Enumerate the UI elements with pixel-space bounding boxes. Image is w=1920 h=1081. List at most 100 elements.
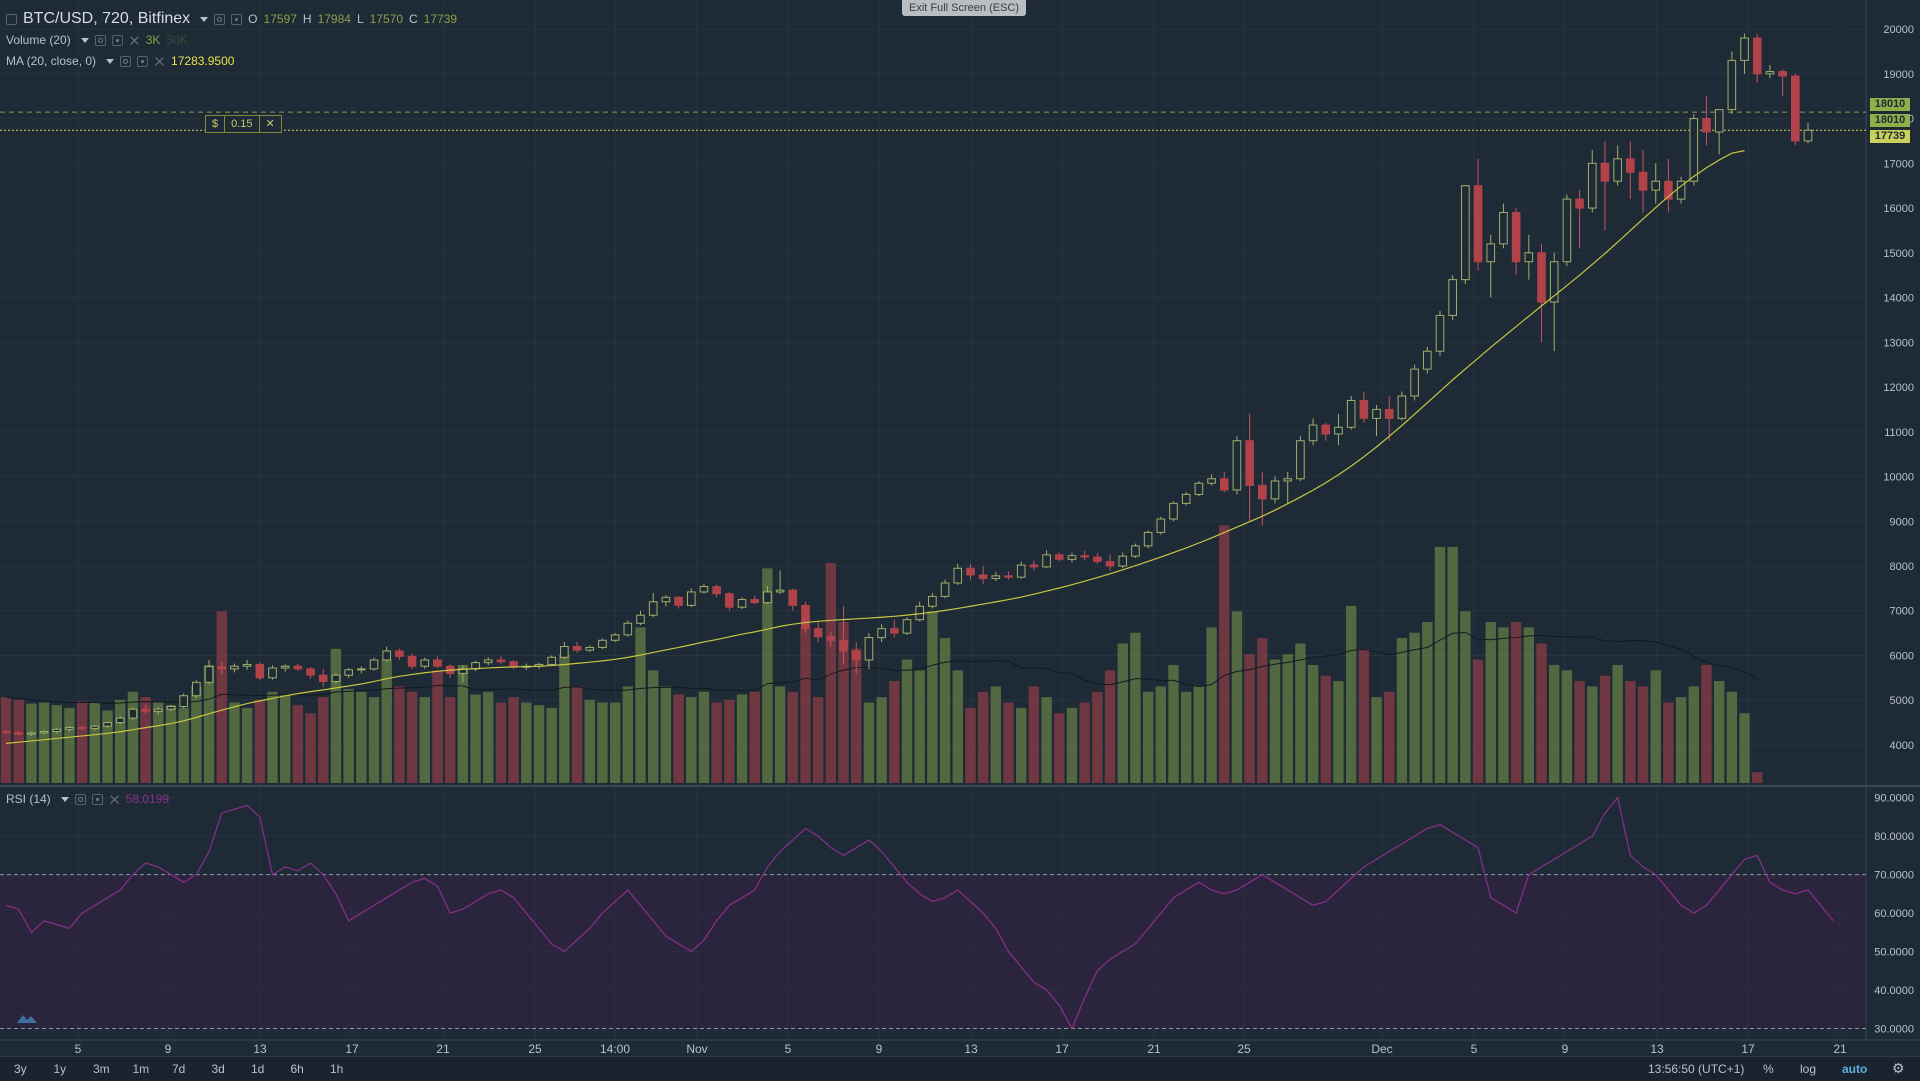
timeframe-3y[interactable]: 3y xyxy=(14,1062,27,1076)
time-tick-label: 21 xyxy=(436,1042,450,1056)
price-tick-label: 15000 xyxy=(1883,248,1914,260)
close-icon[interactable] xyxy=(109,794,120,805)
volume-bar xyxy=(1117,643,1128,783)
chevron-down-icon[interactable] xyxy=(106,58,115,64)
auto-toggle[interactable]: auto xyxy=(1842,1062,1868,1076)
volume-ma-value: 30K xyxy=(166,33,188,47)
chevron-down-icon[interactable] xyxy=(80,37,89,43)
ma-title[interactable]: MA (20, close, 0) xyxy=(6,54,97,68)
volume-title[interactable]: Volume (20) xyxy=(6,33,71,47)
candle-body xyxy=(1080,555,1089,558)
candle-body xyxy=(1296,440,1305,480)
volume-legend[interactable]: Volume (20) 3K 30K xyxy=(6,33,188,47)
gear-icon[interactable]: ⚙ xyxy=(1892,1060,1905,1076)
gear-icon[interactable] xyxy=(111,34,123,46)
volume-bar xyxy=(1003,702,1014,783)
volume-bar xyxy=(483,691,494,783)
volume-bar xyxy=(1625,681,1636,783)
collapse-icon[interactable] xyxy=(6,13,17,25)
timeframe-3m[interactable]: 3m xyxy=(93,1062,110,1076)
exit-fullscreen-button[interactable]: Exit Full Screen (ESC) xyxy=(902,0,1026,16)
volume-bar xyxy=(787,691,798,783)
eye-icon[interactable] xyxy=(120,55,132,67)
candle-body xyxy=(1714,109,1724,133)
ma-legend[interactable]: MA (20, close, 0) 17283.9500 xyxy=(6,54,234,68)
volume-bar xyxy=(521,702,532,783)
price-tick-label: 5000 xyxy=(1890,695,1914,707)
volume-bar xyxy=(1523,627,1535,783)
chevron-down-icon[interactable] xyxy=(200,16,209,22)
candle-body xyxy=(1499,212,1508,245)
rsi-title[interactable]: RSI (14) xyxy=(6,792,51,806)
volume-bar xyxy=(736,694,748,783)
candle-body xyxy=(1181,493,1191,504)
timeframe-1h[interactable]: 1h xyxy=(330,1062,344,1076)
volume-bar xyxy=(153,702,164,783)
volume-bar xyxy=(1193,686,1205,783)
close-icon[interactable] xyxy=(129,35,140,46)
volume-bar xyxy=(647,670,659,783)
volume-bar xyxy=(812,697,824,783)
price-tick-label: 11000 xyxy=(1884,427,1914,439)
order-qty[interactable]: 0.15 xyxy=(225,116,260,132)
volume-bar xyxy=(876,697,887,783)
volume-bar xyxy=(1104,670,1116,783)
eye-icon[interactable] xyxy=(214,13,226,25)
volume-bar xyxy=(457,664,469,783)
log-toggle[interactable]: log xyxy=(1800,1062,1817,1076)
volume-bar xyxy=(533,705,545,783)
volume-bar xyxy=(229,702,240,783)
gear-icon[interactable] xyxy=(91,793,103,805)
volume-bar xyxy=(318,697,329,783)
volume-bar xyxy=(1257,638,1268,783)
timeframe-7d[interactable]: 7d xyxy=(172,1062,186,1076)
symbol-legend[interactable]: BTC/USD, 720, Bitfinex O 17597 H 17984 L 17… xyxy=(6,10,457,28)
volume-bar xyxy=(178,707,189,783)
chevron-down-icon[interactable] xyxy=(60,796,69,802)
candle-body xyxy=(648,601,658,616)
volume-bar xyxy=(749,691,760,783)
timeframe-6h[interactable]: 6h xyxy=(290,1062,304,1076)
timeframe-3d[interactable]: 3d xyxy=(211,1062,225,1076)
timeframe-1m[interactable]: 1m xyxy=(132,1062,150,1076)
volume-bar xyxy=(38,702,50,783)
close-icon[interactable] xyxy=(154,56,165,67)
order-line-box[interactable]: $ 0.15 ✕ xyxy=(205,115,282,133)
percent-toggle[interactable]: % xyxy=(1763,1062,1774,1076)
volume-bar xyxy=(419,697,430,783)
eye-icon[interactable] xyxy=(94,34,106,46)
rsi-legend[interactable]: RSI (14) 58.0199 xyxy=(6,792,169,806)
order-close-button[interactable]: ✕ xyxy=(265,118,275,130)
candle-body xyxy=(839,639,848,652)
time-tick-label: 17 xyxy=(1741,1042,1755,1056)
symbol-title[interactable]: BTC/USD, 720, Bitfinex xyxy=(23,10,191,27)
volume-bar xyxy=(686,697,697,783)
price-tick-label: 13000 xyxy=(1883,337,1914,349)
volume-bar xyxy=(1345,605,1357,783)
price-tick-label: 17000 xyxy=(1883,158,1914,170)
volume-bar xyxy=(267,691,278,783)
time-tick-label: 9 xyxy=(1562,1042,1569,1056)
timeframe-1y[interactable]: 1y xyxy=(53,1062,67,1076)
volume-bar xyxy=(330,648,342,783)
volume-bar xyxy=(1231,611,1243,783)
volume-bar xyxy=(343,689,354,783)
volume-bar xyxy=(305,713,316,783)
volume-bar xyxy=(1663,702,1674,783)
candle-body xyxy=(192,681,201,697)
candle-body xyxy=(103,722,112,727)
candle-body xyxy=(953,567,963,584)
rsi-value: 58.0199 xyxy=(125,792,170,806)
rsi-band xyxy=(0,874,1866,1029)
gear-icon[interactable] xyxy=(137,55,149,67)
candle-body xyxy=(928,595,937,607)
candle-body xyxy=(1067,555,1077,560)
candle-body xyxy=(1435,314,1445,352)
volume-bar xyxy=(356,691,367,783)
candle-body xyxy=(496,659,506,663)
gear-icon[interactable] xyxy=(231,13,243,25)
timeframe-1d[interactable]: 1d xyxy=(251,1062,265,1076)
eye-icon[interactable] xyxy=(74,793,86,805)
candle-body xyxy=(813,628,823,638)
